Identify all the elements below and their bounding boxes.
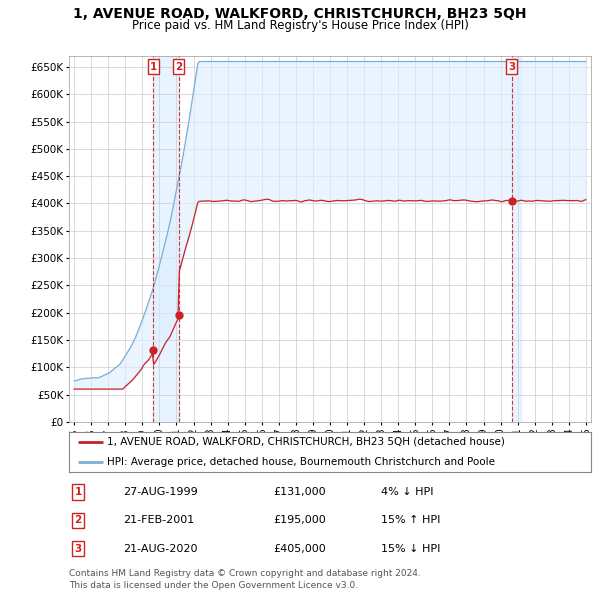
Text: 27-AUG-1999: 27-AUG-1999 [123,487,198,497]
Text: 1: 1 [74,487,82,497]
Text: HPI: Average price, detached house, Bournemouth Christchurch and Poole: HPI: Average price, detached house, Bour… [107,457,495,467]
Text: 2: 2 [74,516,82,525]
Text: 4% ↓ HPI: 4% ↓ HPI [381,487,433,497]
Text: Price paid vs. HM Land Registry's House Price Index (HPI): Price paid vs. HM Land Registry's House … [131,19,469,32]
Text: 3: 3 [508,61,515,71]
Text: This data is licensed under the Open Government Licence v3.0.: This data is licensed under the Open Gov… [69,581,358,589]
Text: 1, AVENUE ROAD, WALKFORD, CHRISTCHURCH, BH23 5QH (detached house): 1, AVENUE ROAD, WALKFORD, CHRISTCHURCH, … [107,437,505,447]
Text: 2: 2 [175,61,182,71]
Text: 1: 1 [150,61,157,71]
Text: 15% ↓ HPI: 15% ↓ HPI [381,544,440,553]
Text: 1, AVENUE ROAD, WALKFORD, CHRISTCHURCH, BH23 5QH: 1, AVENUE ROAD, WALKFORD, CHRISTCHURCH, … [73,7,527,21]
Text: 3: 3 [74,544,82,553]
Bar [154,56,179,422]
Text: £195,000: £195,000 [273,516,326,525]
Text: 21-AUG-2020: 21-AUG-2020 [123,544,197,553]
Text: Contains HM Land Registry data © Crown copyright and database right 2024.: Contains HM Land Registry data © Crown c… [69,569,421,578]
Text: £405,000: £405,000 [273,544,326,553]
Text: 15% ↑ HPI: 15% ↑ HPI [381,516,440,525]
Text: 21-FEB-2001: 21-FEB-2001 [123,516,194,525]
Bar [512,56,521,422]
Text: £131,000: £131,000 [273,487,326,497]
